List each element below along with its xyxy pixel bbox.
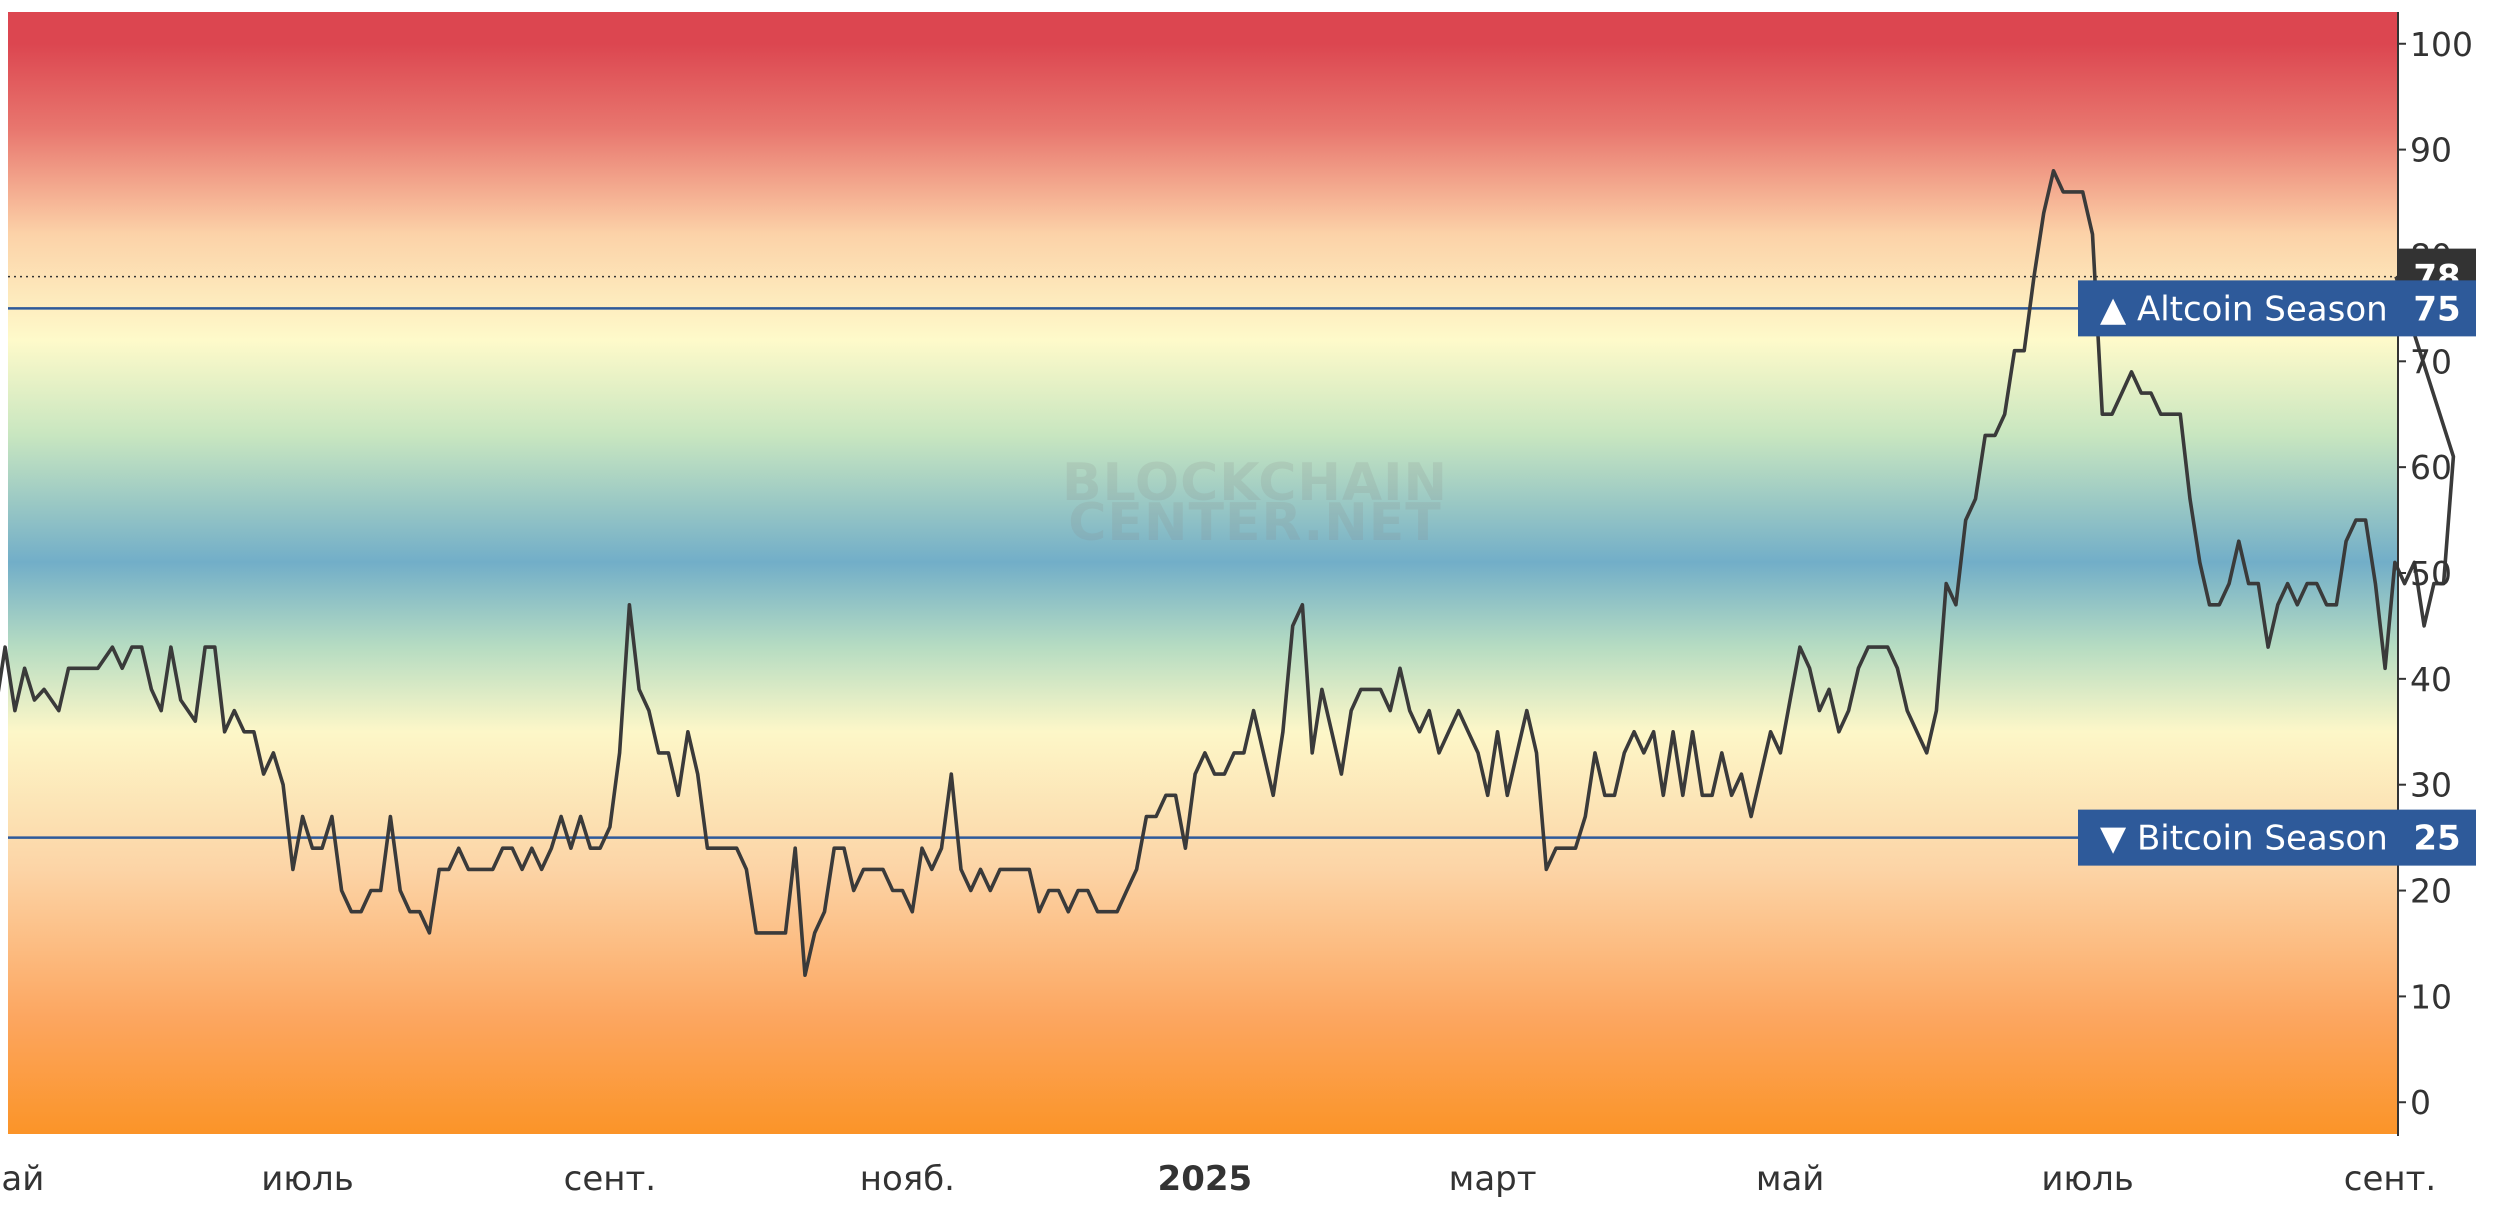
y-tick-label: 10 <box>2410 977 2452 1016</box>
watermark: BLOCKCHAIN CENTER.NET <box>1062 453 1448 553</box>
y-tick-label: 70 <box>2410 342 2452 381</box>
y-tick-label: 90 <box>2410 131 2452 170</box>
y-tick-label: 0 <box>2410 1083 2431 1122</box>
y-tick-label: 50 <box>2410 554 2452 593</box>
threshold-badge-label: ▲ Altcoin Season <box>2100 289 2388 329</box>
x-tick-label: июль <box>261 1159 354 1199</box>
threshold-badge <box>2078 280 2476 337</box>
y-tick-label: 100 <box>2410 25 2473 64</box>
watermark-line-2: CENTER.NET <box>1068 493 1441 553</box>
y-axis-ticks: 0102030405060708090100 <box>2398 25 2473 1122</box>
x-tick-label: март <box>1449 1159 1537 1199</box>
x-tick-label: май <box>0 1159 44 1199</box>
threshold-badge-label: ▼ Bitcoin Season <box>2100 819 2388 859</box>
y-tick-label: 60 <box>2410 448 2452 487</box>
threshold-lines <box>8 307 2398 839</box>
x-tick-label: сент. <box>2344 1159 2436 1199</box>
x-tick-label: 2025 <box>1158 1159 1253 1199</box>
x-tick-label: июль <box>2041 1159 2134 1199</box>
value-badges: 78▲ Altcoin Season 75▼ Bitcoin Season 25 <box>2078 248 2476 866</box>
y-tick-label: 30 <box>2410 766 2452 805</box>
x-axis-ticks: май июль сент. нояб. 2025 март май июль сент. <box>0 1159 2436 1199</box>
threshold-badge-value: 25 <box>2413 819 2460 859</box>
threshold-badge-value: 75 <box>2413 289 2460 329</box>
x-tick-label: май <box>1756 1159 1825 1199</box>
y-tick-label: 40 <box>2410 660 2452 699</box>
x-tick-label: сент. <box>564 1159 656 1199</box>
watermark-line-1: BLOCKCHAIN <box>1062 453 1448 513</box>
threshold-badge <box>2078 809 2476 866</box>
series-line <box>0 169 2456 977</box>
y-tick-label: 20 <box>2410 872 2452 911</box>
x-tick-label: нояб. <box>860 1159 955 1199</box>
plot-background <box>8 12 2398 1134</box>
